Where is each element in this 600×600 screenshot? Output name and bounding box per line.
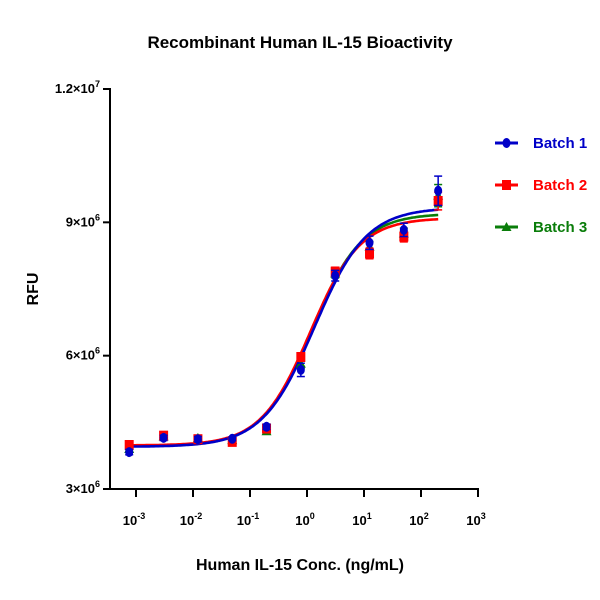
legend-label: Batch 1 [533, 135, 587, 152]
data-point-batch-1 [331, 270, 340, 281]
data-point-batch-2 [124, 440, 134, 450]
legend-marker-circle-icon [502, 138, 511, 148]
axes: 10-3 10-2 10-1 100 101 102 103 3×106 6×106 9×106 1… [55, 79, 486, 528]
y-axis-label: RFU [25, 273, 42, 306]
data-point-batch-1 [365, 237, 374, 248]
x-tick-label: 10-3 [123, 511, 145, 528]
data-point-batch-1 [159, 432, 168, 443]
x-tick-label: 102 [409, 511, 428, 528]
chart-title: Recombinant Human IL-15 Bioactivity [147, 33, 453, 52]
data-point-batch-1 [228, 433, 237, 444]
fit-curve-batch-2 [129, 217, 439, 447]
y-tick-label: 3×106 [66, 479, 100, 496]
fit-curve-batch-1 [129, 208, 439, 448]
y-tick-label: 1.2×107 [55, 79, 100, 96]
data-point-batch-1 [399, 224, 408, 235]
x-axis-label: Human IL-15 Conc. (ng/mL) [196, 557, 404, 574]
data-points [124, 175, 444, 458]
x-tick-label: 10-2 [180, 511, 202, 528]
legend-label: Batch 2 [533, 177, 587, 194]
fit-curve-batch-3 [129, 213, 439, 448]
x-tick-label: 10-1 [237, 511, 259, 528]
y-tick-label: 6×106 [66, 346, 100, 363]
y-tick-label: 9×106 [66, 212, 100, 229]
x-tick-label: 100 [295, 511, 314, 528]
data-point-batch-2 [365, 248, 375, 259]
data-point-batch-1 [193, 434, 202, 445]
x-tick-label: 101 [352, 511, 371, 528]
data-point-batch-1 [262, 421, 271, 432]
data-point-batch-1 [434, 185, 443, 196]
x-tick-label: 103 [466, 511, 485, 528]
data-point-batch-1 [125, 447, 134, 458]
legend: Batch 1 Batch 2 Batch 3 [495, 135, 587, 236]
legend-item-batch-3: Batch 3 [495, 219, 587, 236]
legend-marker-square-icon [502, 180, 511, 190]
legend-item-batch-2: Batch 2 [495, 177, 587, 194]
legend-item-batch-1: Batch 1 [495, 135, 587, 152]
fit-curves [129, 208, 439, 448]
data-point-batch-1 [296, 364, 305, 375]
data-point-batch-2 [296, 352, 306, 362]
legend-marker-triangle-icon [501, 222, 512, 231]
legend-label: Batch 3 [533, 219, 587, 236]
